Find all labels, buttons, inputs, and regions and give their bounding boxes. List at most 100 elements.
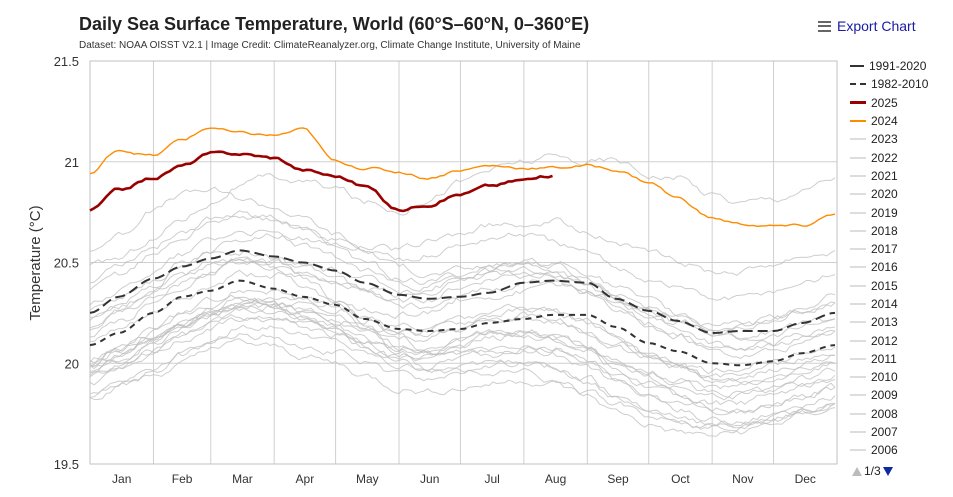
legend-item-2022[interactable]: 2022	[850, 148, 928, 166]
legend-item-2011[interactable]: 2011	[850, 350, 928, 368]
legend-swatch-icon	[850, 193, 866, 196]
series-line-2008	[89, 324, 836, 427]
legend-swatch-icon	[850, 138, 866, 141]
legend-swatch-icon	[850, 83, 866, 86]
x-axis-ticks: Jan Feb Mar Apr May Jun Jul Aug Sep Oct Nov Dec	[112, 472, 816, 486]
series-line-2024	[89, 127, 836, 227]
series-line-2002	[89, 303, 835, 378]
x-tick-label: Aug	[545, 472, 566, 486]
legend-pager: 1/3	[852, 464, 893, 478]
legend-page-label: 1/3	[864, 464, 881, 478]
legend-label: 2019	[871, 205, 898, 220]
x-tick-label: Oct	[671, 472, 690, 486]
legend-item-2015[interactable]: 2015	[850, 277, 928, 295]
legend-item-2021[interactable]: 2021	[850, 167, 928, 185]
legend-item-2014[interactable]: 2014	[850, 295, 928, 313]
legend-label: 2021	[871, 168, 898, 183]
legend-item-2017[interactable]: 2017	[850, 240, 928, 258]
x-tick-label: Nov	[732, 472, 753, 486]
series-line-2020	[89, 215, 836, 340]
x-tick-label: Sep	[607, 472, 629, 486]
legend-item-2008[interactable]: 2008	[850, 405, 928, 423]
y-tick-label: 20.5	[54, 256, 79, 271]
legend-item-2016[interactable]: 2016	[850, 258, 928, 276]
legend-item-2010[interactable]: 2010	[850, 368, 928, 386]
legend-swatch-icon	[850, 229, 866, 232]
legend-item-2024[interactable]: 2024	[850, 112, 928, 130]
legend-label: 2025	[871, 95, 898, 110]
legend-prev-page-icon[interactable]	[852, 466, 862, 476]
legend-label: 2012	[871, 333, 898, 348]
series-line-1998	[89, 257, 836, 429]
legend-item-2012[interactable]: 2012	[850, 331, 928, 349]
legend: 1991-2020 1982-2010 2025 2024 2023 2022 2021 20…	[850, 57, 928, 460]
legend-swatch-icon	[850, 394, 866, 397]
legend-swatch-icon	[850, 449, 866, 452]
x-tick-label: May	[356, 472, 379, 486]
legend-item-2018[interactable]: 2018	[850, 222, 928, 240]
legend-swatch-icon	[850, 266, 866, 269]
legend-swatch-icon	[850, 211, 866, 214]
legend-label: 2023	[871, 132, 898, 147]
legend-label: 2008	[871, 406, 898, 421]
legend-label: 2014	[871, 297, 898, 311]
series-line-2012	[89, 296, 836, 386]
series-line-2023	[89, 153, 836, 266]
legend-label: 1982-2010	[871, 77, 929, 92]
legend-item-2013[interactable]: 2013	[850, 313, 928, 331]
legend-item-2006[interactable]: 2006	[850, 441, 928, 459]
legend-item-2023[interactable]: 2023	[850, 130, 928, 148]
legend-item-2019[interactable]: 2019	[850, 203, 928, 221]
series-line-2017	[89, 229, 836, 352]
legend-label: 2006	[871, 443, 898, 458]
legend-swatch-icon	[850, 284, 866, 287]
series-line-1999	[89, 338, 836, 437]
legend-item-2020[interactable]: 2020	[850, 185, 928, 203]
legend-swatch-icon	[850, 65, 864, 68]
series-highlight	[89, 127, 836, 367]
series-line-2000	[89, 333, 836, 426]
legend-label: 2009	[871, 388, 898, 403]
series-line-2022	[89, 256, 836, 359]
grid	[89, 60, 838, 465]
legend-item-2025[interactable]: 2025	[850, 94, 928, 112]
legend-label: 2010	[871, 370, 898, 385]
chart-subtitle: Dataset: NOAA OISST V2.1 | Image Credit:…	[79, 40, 581, 51]
legend-item-1991-2020[interactable]: 1991-2020	[850, 57, 928, 75]
legend-label: 2018	[871, 223, 898, 238]
legend-swatch-icon	[850, 156, 866, 159]
legend-label: 2024	[871, 114, 898, 129]
series-line-2021	[89, 258, 836, 351]
legend-label: 2020	[871, 187, 898, 202]
export-chart-button[interactable]: Export Chart	[818, 18, 916, 34]
legend-swatch-icon	[850, 321, 866, 324]
x-tick-label: Jun	[420, 472, 439, 486]
y-axis-label: Temperature (°C)	[27, 205, 44, 320]
legend-swatch-icon	[850, 248, 866, 251]
legend-swatch-icon	[850, 303, 866, 305]
series-line-2013	[89, 289, 836, 382]
legend-item-2007[interactable]: 2007	[850, 423, 928, 441]
legend-label: 1991-2020	[869, 59, 927, 74]
x-tick-label: Jan	[112, 472, 131, 486]
legend-swatch-icon	[850, 376, 866, 379]
legend-swatch-icon	[850, 412, 866, 415]
legend-item-2009[interactable]: 2009	[850, 386, 928, 404]
legend-next-page-icon[interactable]	[882, 466, 893, 476]
series-line-2001	[89, 317, 836, 405]
legend-label: 2016	[871, 260, 898, 275]
chart-title: Daily Sea Surface Temperature, World (60…	[79, 14, 590, 34]
y-tick-label: 20	[65, 356, 79, 371]
y-axis-ticks: 19.5 20 20.5 21 21.5	[54, 54, 79, 472]
series-line-2011	[89, 314, 836, 414]
legend-swatch-icon	[850, 339, 866, 342]
x-tick-label: Dec	[795, 472, 816, 486]
x-tick-label: Jul	[484, 472, 499, 486]
y-tick-label: 19.5	[54, 457, 79, 472]
legend-label: 2013	[871, 315, 898, 330]
plot-frame	[89, 60, 838, 465]
x-tick-label: Apr	[296, 472, 315, 486]
series-line-1991-2020	[89, 249, 836, 334]
legend-item-1982-2010[interactable]: 1982-2010	[850, 75, 928, 93]
legend-label: 2015	[871, 278, 898, 293]
